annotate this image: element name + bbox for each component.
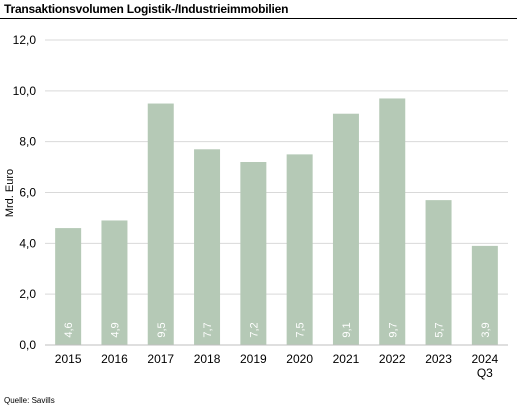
x-tick-label: 2016 <box>101 352 128 366</box>
data-labels: 4,6 4,9 9,5 7,7 7,2 7,5 9,1 9,7 5,7 3,9 <box>63 322 492 337</box>
x-tick-label: 2020 <box>286 352 313 366</box>
bar <box>332 113 359 345</box>
bar <box>425 200 452 345</box>
data-label: 9,1 <box>341 322 353 337</box>
chart-title: Transaktionsvolumen Logistik-/Industriei… <box>4 2 289 16</box>
data-label: 4,6 <box>63 322 75 337</box>
x-tick-label: 2015 <box>55 352 82 366</box>
data-label: 3,9 <box>480 322 492 337</box>
y-tick-label: 12,0 <box>13 33 37 47</box>
data-label: 4,9 <box>109 322 121 337</box>
data-label: 7,7 <box>202 322 214 337</box>
y-tick-label: 8,0 <box>19 135 36 149</box>
x-tick-label: 2019 <box>240 352 267 366</box>
bar <box>194 149 221 345</box>
y-tick-label: 4,0 <box>19 236 36 250</box>
x-tick-label: 2024 <box>471 352 498 366</box>
bar <box>240 162 267 345</box>
y-tick-label: 10,0 <box>13 84 37 98</box>
y-axis-label: Mrd. Euro <box>4 169 16 217</box>
bar <box>101 220 128 345</box>
x-axis-ticks: 2015 2016 2017 2018 2019 2020 2021 2022 2023 2024… <box>55 352 499 380</box>
x-tick-label: 2022 <box>379 352 406 366</box>
x-tick-label: 2021 <box>333 352 360 366</box>
data-label: 9,7 <box>387 322 399 337</box>
y-tick-label: 6,0 <box>19 186 36 200</box>
x-tick-label-line2: Q3 <box>477 366 493 380</box>
data-label: 7,2 <box>248 322 260 337</box>
x-tick-label: 2018 <box>194 352 221 366</box>
bars <box>55 98 498 346</box>
y-tick-label: 0,0 <box>19 338 36 352</box>
source-note: Quelle: Savills <box>4 396 55 405</box>
bar <box>55 228 82 345</box>
y-tick-label: 2,0 <box>19 287 36 301</box>
x-tick-label: 2023 <box>425 352 452 366</box>
data-label: 5,7 <box>434 322 446 337</box>
data-label: 7,5 <box>295 322 307 337</box>
bar <box>379 98 406 345</box>
bar <box>471 245 498 345</box>
bar <box>147 103 174 346</box>
y-axis-ticks: 0,0 2,0 4,0 6,0 8,0 10,0 12,0 <box>13 33 37 352</box>
data-label: 9,5 <box>156 322 168 337</box>
bar <box>286 154 313 345</box>
x-tick-label: 2017 <box>147 352 174 366</box>
title-divider <box>0 18 517 19</box>
